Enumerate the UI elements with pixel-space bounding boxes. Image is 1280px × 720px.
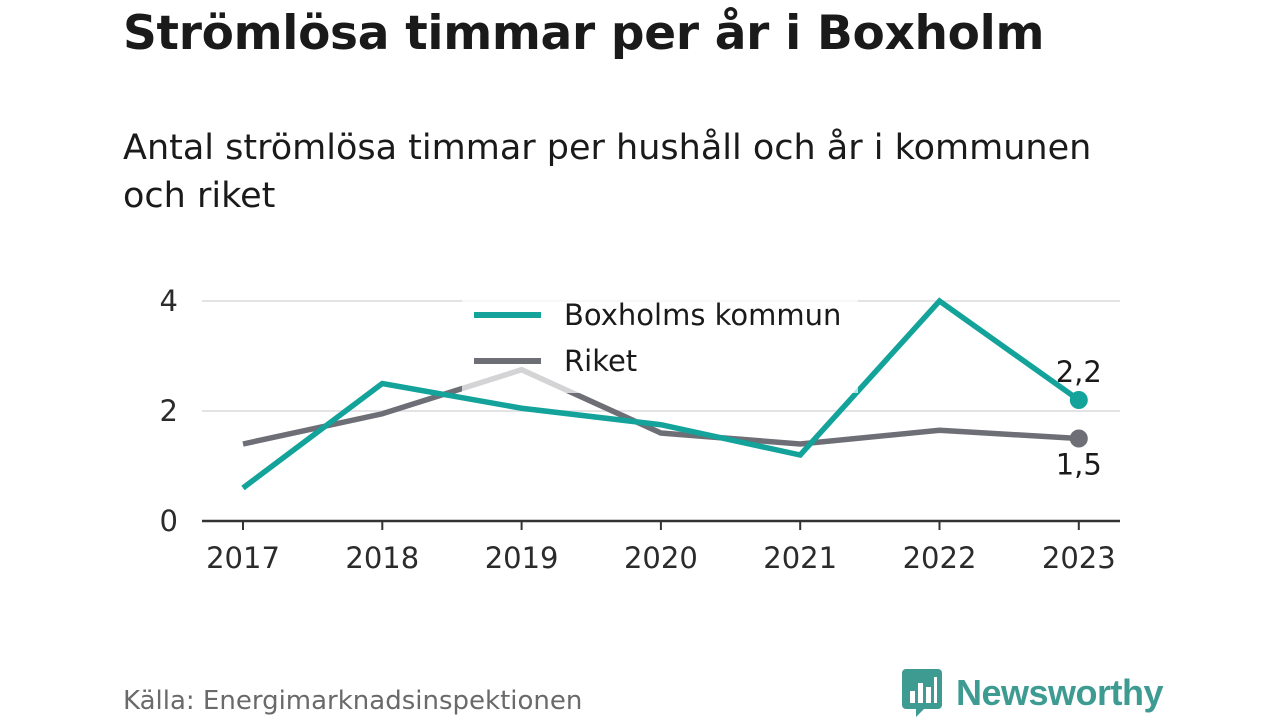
data-label-boxholm: 2,2: [1056, 355, 1102, 389]
legend-background: [462, 293, 858, 393]
data-label-riket: 1,5: [1056, 448, 1102, 482]
x-tick-label: 2018: [345, 541, 419, 575]
source-note: Källa: Energimarknadsinspektionen: [123, 686, 583, 716]
x-tick-label: 2019: [485, 541, 559, 575]
x-tick-label: 2017: [206, 541, 280, 575]
series-line-riket: [242, 366, 1079, 447]
newsworthy-logo-icon: [902, 669, 942, 717]
end-point-riket: [1069, 429, 1088, 448]
y-tick-label: 4: [160, 284, 178, 318]
chart-title: Strömlösa timmar per år i Boxholm: [123, 6, 1045, 61]
line-chart: 0 2 4 2017 2018 2019 2020 2021 2022 2023 2,2 1,5 Box…: [160, 284, 1120, 575]
x-tick-label: 2022: [903, 541, 977, 575]
brand-logo: Newsworthy: [902, 669, 1164, 717]
y-tick-label: 0: [160, 504, 178, 538]
x-tick-label: 2023: [1042, 541, 1116, 575]
brand-name: Newsworthy: [956, 672, 1164, 713]
legend-label-boxholm: Boxholms kommun: [564, 298, 841, 332]
series-line-boxholm: [241, 297, 1081, 491]
chart-subtitle: Antal strömlösa timmar per hushåll och å…: [123, 128, 1092, 216]
x-tick-label: 2020: [624, 541, 698, 575]
end-point-boxholm: [1069, 391, 1088, 409]
x-tick-label: 2021: [763, 541, 837, 575]
y-tick-label: 2: [160, 394, 178, 428]
legend-label-riket: Riket: [564, 344, 637, 378]
